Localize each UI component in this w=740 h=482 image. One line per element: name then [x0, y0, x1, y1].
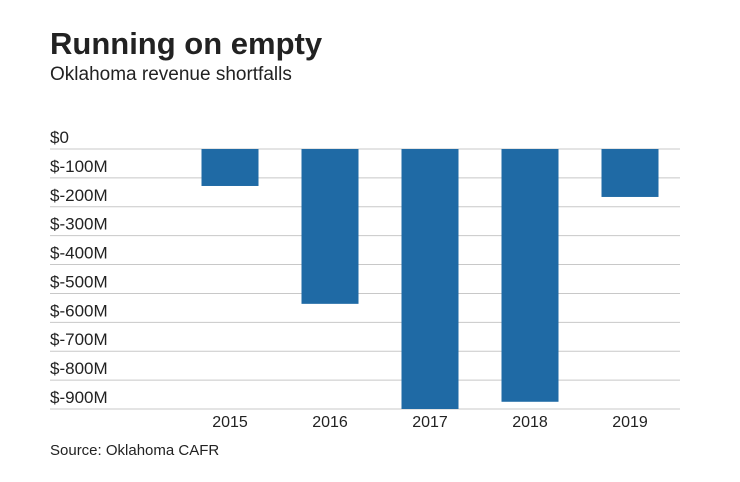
- x-tick-label: 2015: [212, 414, 248, 431]
- y-tick-label: $-400M: [50, 244, 108, 263]
- source-note: Source: Oklahoma CAFR: [50, 442, 219, 459]
- y-tick-label: $-600M: [50, 301, 108, 320]
- y-tick-label: $0: [50, 128, 69, 147]
- bar: [601, 149, 659, 197]
- bar: [301, 149, 359, 304]
- y-tick-label: $-800M: [50, 359, 108, 378]
- bar: [501, 149, 559, 402]
- bar: [401, 149, 459, 409]
- x-tick-label: 2018: [512, 414, 548, 431]
- chart-title: Running on empty: [50, 26, 323, 61]
- y-tick-label: $-500M: [50, 272, 108, 291]
- x-tick-label: 2017: [412, 414, 448, 431]
- y-tick-label: $-300M: [50, 215, 108, 234]
- chart-subtitle: Oklahoma revenue shortfalls: [50, 64, 292, 85]
- bar: [201, 149, 259, 186]
- y-tick-label: $-700M: [50, 330, 108, 349]
- y-tick-label: $-100M: [50, 157, 108, 176]
- y-tick-label: $-200M: [50, 186, 108, 205]
- x-tick-label: 2019: [612, 414, 648, 431]
- x-tick-label: 2016: [312, 414, 348, 431]
- y-tick-label: $-900M: [50, 388, 108, 407]
